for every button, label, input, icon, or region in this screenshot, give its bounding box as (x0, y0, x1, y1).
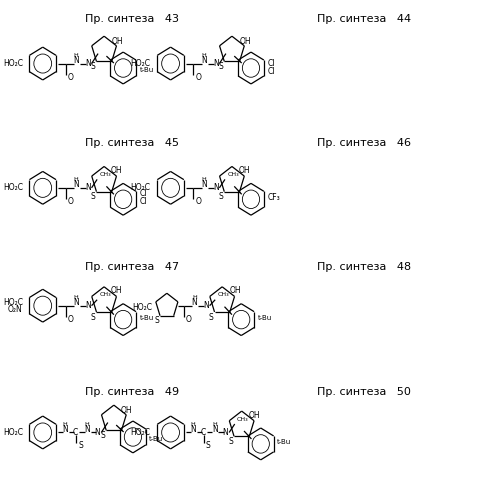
Text: t-Bu: t-Bu (139, 314, 154, 320)
Text: N: N (95, 428, 100, 437)
Text: O₂N: O₂N (8, 304, 23, 314)
Text: N: N (73, 56, 79, 64)
Text: S: S (228, 437, 233, 446)
Text: H: H (201, 52, 206, 58)
Text: N: N (85, 184, 91, 192)
Text: Cl: Cl (139, 189, 147, 198)
Text: Пр. синтеза   46: Пр. синтеза 46 (318, 138, 412, 148)
Text: CH₃: CH₃ (99, 172, 111, 177)
Text: H: H (213, 422, 217, 426)
Text: t-Bu: t-Bu (149, 436, 163, 442)
Text: N: N (85, 301, 91, 310)
Text: H: H (84, 422, 89, 426)
Text: CH₃: CH₃ (228, 172, 239, 177)
Text: N: N (84, 424, 90, 434)
Text: N: N (62, 424, 68, 434)
Text: N: N (213, 59, 218, 68)
Text: S: S (218, 62, 223, 71)
Text: OH: OH (240, 36, 252, 46)
Text: Пр. синтеза   45: Пр. синтеза 45 (85, 138, 179, 148)
Text: HO₂C: HO₂C (132, 302, 152, 312)
Text: Cl: Cl (267, 68, 275, 76)
Text: S: S (91, 312, 95, 322)
Text: Пр. синтеза   47: Пр. синтеза 47 (85, 262, 179, 272)
Text: OH: OH (111, 286, 123, 296)
Text: H: H (192, 294, 197, 300)
Text: HO₂C: HO₂C (3, 184, 23, 192)
Text: N: N (203, 301, 209, 310)
Text: HO₂C: HO₂C (131, 184, 150, 192)
Text: S: S (78, 442, 83, 450)
Text: HO₂C: HO₂C (3, 298, 23, 306)
Text: H: H (74, 52, 79, 58)
Text: Пр. синтеза   48: Пр. синтеза 48 (317, 262, 412, 272)
Text: N: N (191, 298, 197, 306)
Text: N: N (190, 424, 196, 434)
Text: Пр. синтеза   49: Пр. синтеза 49 (85, 386, 179, 396)
Text: H: H (74, 294, 79, 300)
Text: N: N (212, 424, 217, 434)
Text: OH: OH (229, 286, 241, 296)
Text: O: O (68, 73, 74, 82)
Text: S: S (209, 312, 214, 322)
Text: Cl: Cl (139, 198, 147, 206)
Text: HO₂C: HO₂C (3, 59, 23, 68)
Text: OH: OH (249, 410, 260, 420)
Text: S: S (154, 316, 159, 326)
Text: H: H (190, 422, 195, 426)
Text: CH₃: CH₃ (99, 292, 111, 297)
Text: N: N (201, 180, 207, 189)
Text: OH: OH (111, 166, 123, 175)
Text: OH: OH (239, 166, 251, 175)
Text: Пр. синтеза   50: Пр. синтеза 50 (318, 386, 411, 396)
Text: Пр. синтеза   44: Пр. синтеза 44 (317, 14, 412, 24)
Text: N: N (213, 184, 218, 192)
Text: CH₃: CH₃ (237, 416, 249, 422)
Text: HO₂C: HO₂C (131, 59, 150, 68)
Text: S: S (91, 192, 95, 202)
Text: O: O (186, 315, 192, 324)
Text: C: C (73, 428, 79, 437)
Text: N: N (85, 59, 91, 68)
Text: S: S (100, 431, 105, 440)
Text: HO₂C: HO₂C (131, 428, 150, 437)
Text: O: O (196, 73, 201, 82)
Text: H: H (63, 422, 67, 426)
Text: H: H (74, 177, 79, 182)
Text: S: S (206, 442, 211, 450)
Text: CF₃: CF₃ (267, 193, 280, 202)
Text: N: N (73, 180, 79, 189)
Text: N: N (223, 428, 228, 437)
Text: CH₃: CH₃ (217, 292, 229, 297)
Text: t-Bu: t-Bu (139, 67, 154, 73)
Text: OH: OH (112, 36, 123, 46)
Text: O: O (196, 198, 201, 206)
Text: t-Bu: t-Bu (277, 439, 291, 445)
Text: S: S (218, 192, 223, 202)
Text: H: H (201, 177, 206, 182)
Text: OH: OH (121, 406, 133, 414)
Text: N: N (73, 298, 79, 306)
Text: t-Bu: t-Bu (257, 314, 272, 320)
Text: Cl: Cl (267, 59, 275, 68)
Text: N: N (201, 56, 207, 64)
Text: C: C (201, 428, 206, 437)
Text: Пр. синтеза   43: Пр. синтеза 43 (85, 14, 179, 24)
Text: O: O (68, 198, 74, 206)
Text: S: S (91, 62, 95, 71)
Text: HO₂C: HO₂C (3, 428, 23, 437)
Text: O: O (68, 315, 74, 324)
